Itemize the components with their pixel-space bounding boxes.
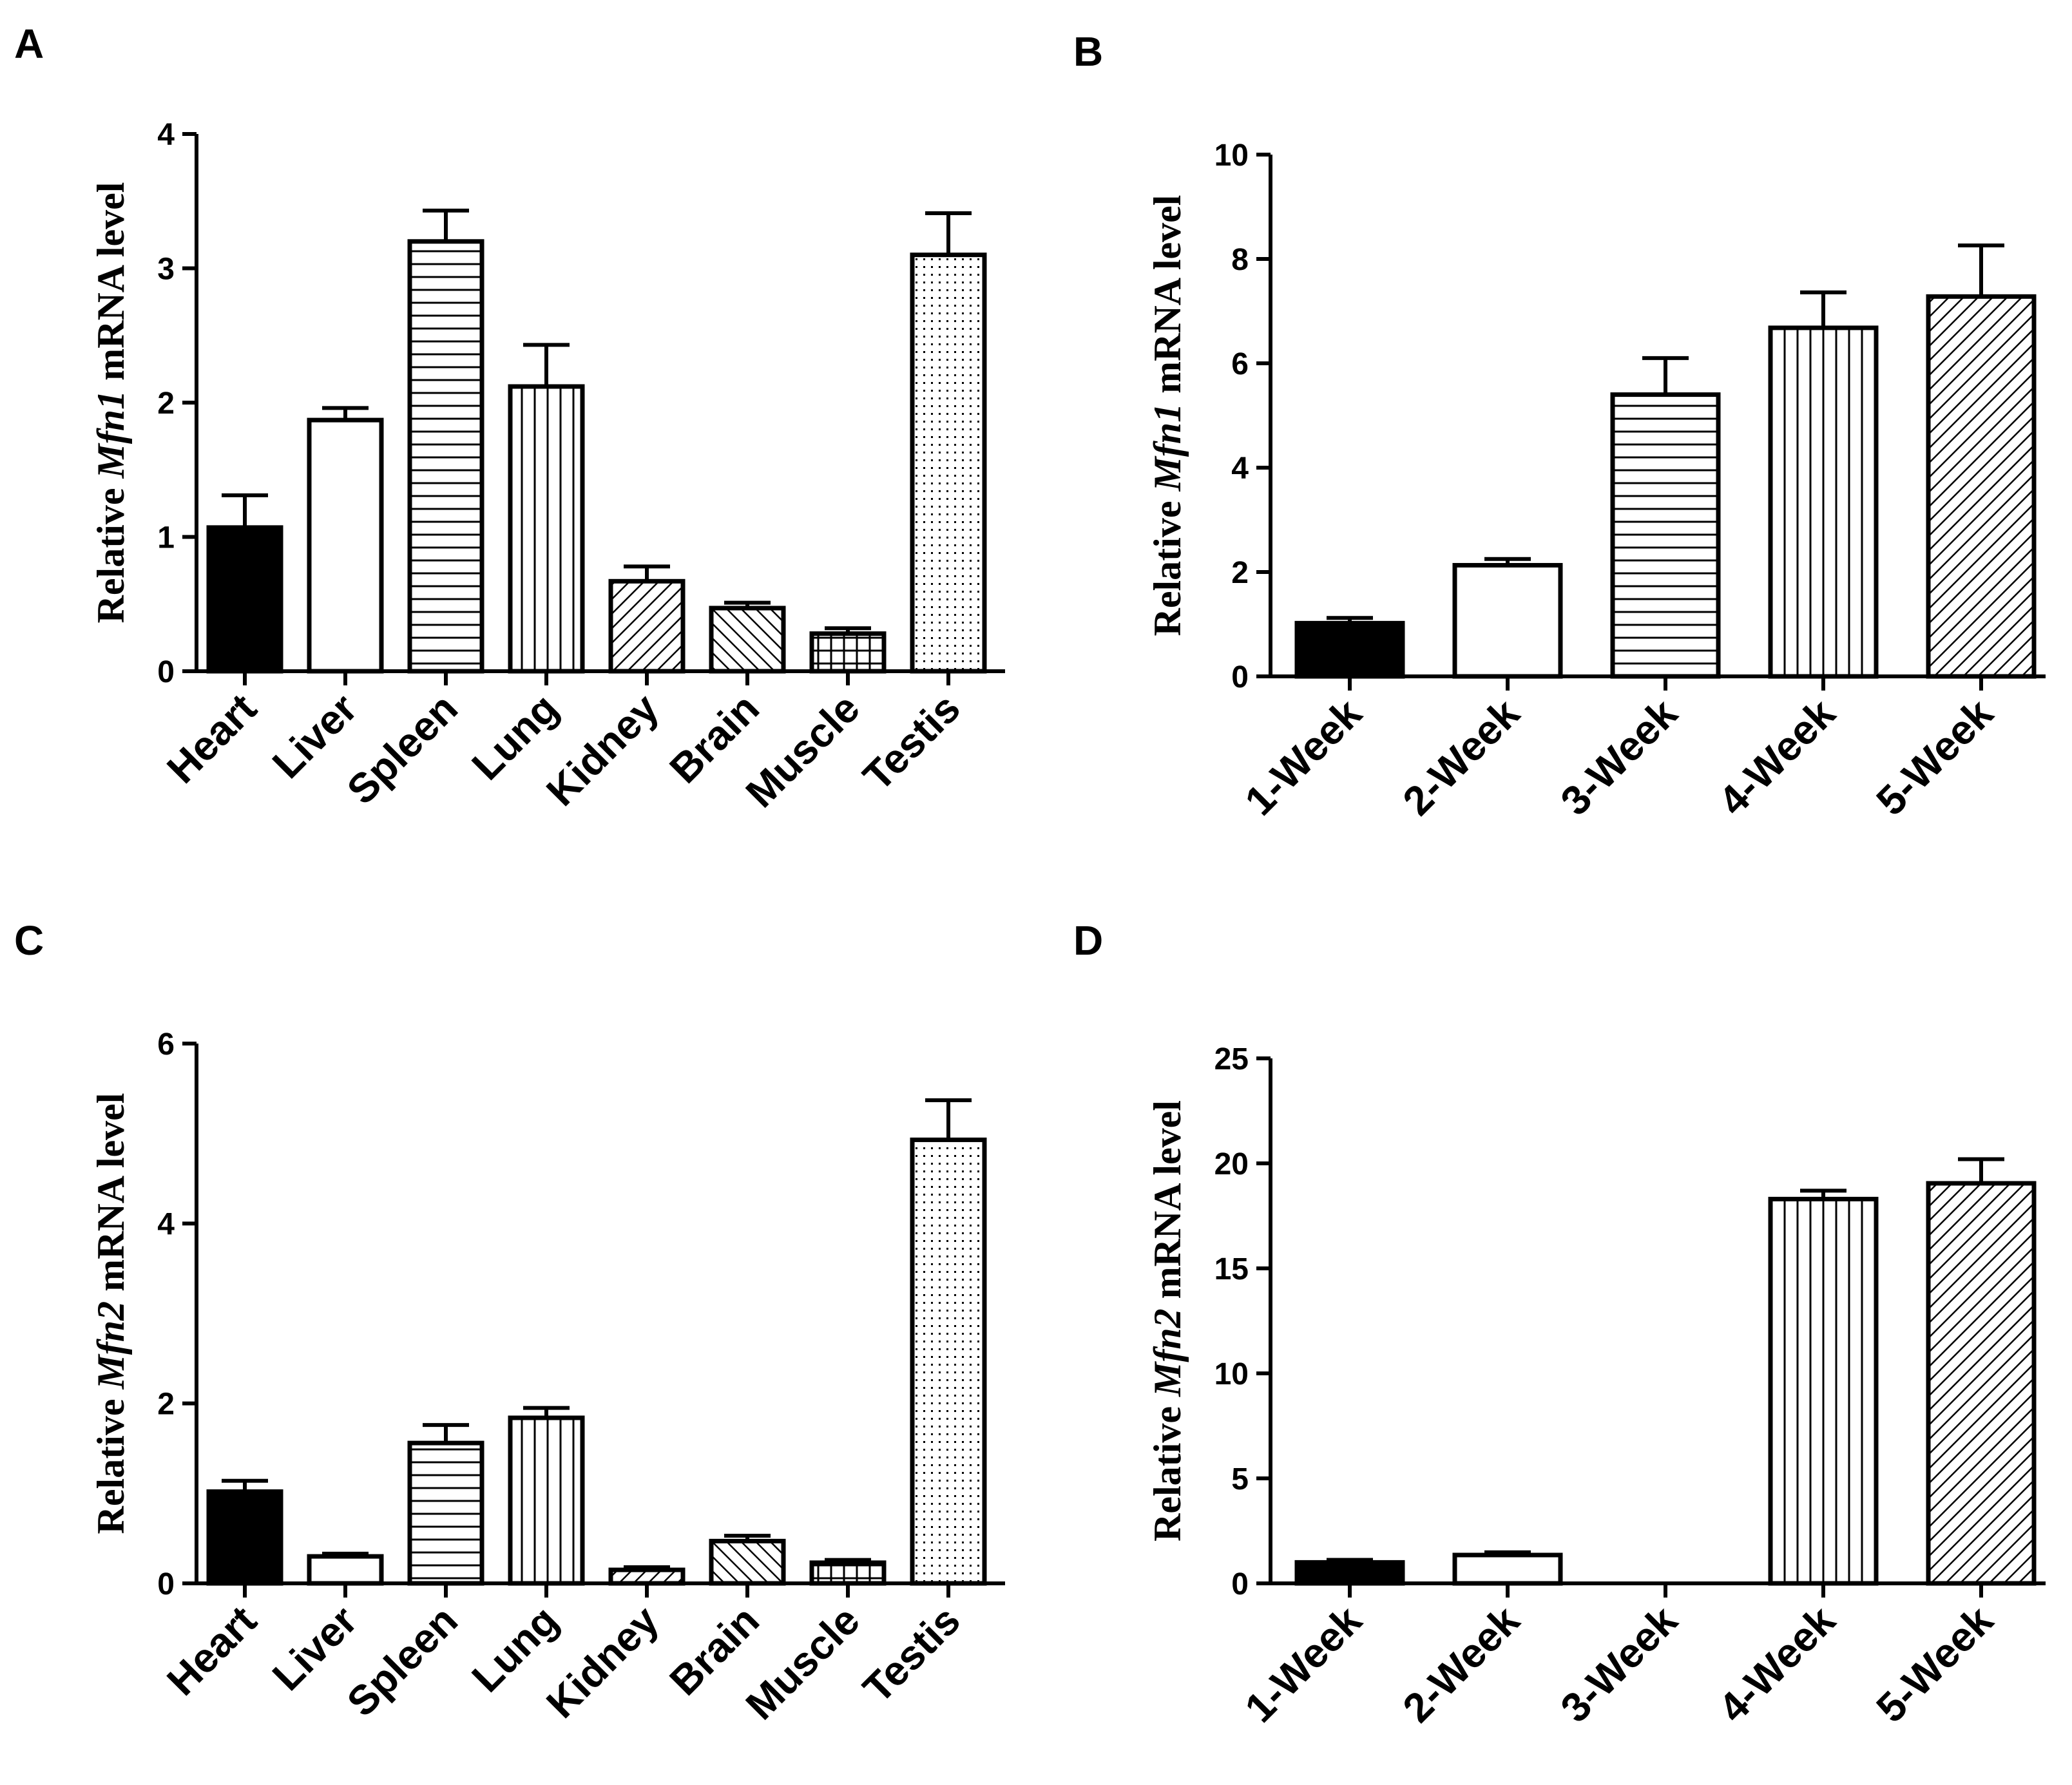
panel-letter-a: A bbox=[14, 21, 44, 67]
panel-letter-c: C bbox=[14, 917, 44, 964]
x-label-4-week: 4-Week bbox=[1709, 1597, 1844, 1732]
y-tick-label-1: 1 bbox=[157, 521, 175, 555]
x-label-spleen: Spleen bbox=[338, 685, 466, 813]
y-axis-label-gene: Mfn1 bbox=[1146, 403, 1189, 492]
bar-muscle bbox=[809, 631, 887, 674]
bar-3-week bbox=[1610, 392, 1721, 679]
plot-area-d: 0 5 10 15 20 25 1-Week 2-Week 3-Week 4-Week 5-Week… bbox=[1146, 1042, 2046, 1732]
y-axis-label: Relative Mfn1 mRNA level bbox=[90, 182, 132, 624]
y-axis-label-prefix: Relative bbox=[1146, 492, 1189, 636]
bar-liver bbox=[307, 417, 384, 674]
y-axis-label: Relative Mfn1 mRNA level bbox=[1146, 195, 1189, 636]
y-tick-label-6: 6 bbox=[1231, 347, 1249, 381]
panel-d: D 0 5 10 15 20 25 1-Week 2-Week 3-Week 4-Week 5-We… bbox=[1073, 917, 2046, 1732]
y-axis-label-gene: Mfn1 bbox=[90, 390, 132, 479]
plot-area-a: 01234HeartLiverSpleenLungKidneyBrainMusc… bbox=[90, 118, 1005, 816]
bar-brain bbox=[709, 1538, 786, 1586]
bar-lung bbox=[508, 384, 585, 674]
y-axis-label-prefix: Relative bbox=[90, 479, 132, 624]
bar-spleen bbox=[407, 239, 484, 674]
bar-1-week bbox=[1294, 620, 1405, 679]
panel-letter-b: B bbox=[1073, 28, 1103, 75]
x-label-3-week: 3-Week bbox=[1551, 1597, 1686, 1732]
x-label-heart: Heart bbox=[158, 685, 265, 792]
y-tick-label-0: 0 bbox=[157, 655, 175, 689]
y-axis-label-gene: Mfn2 bbox=[1146, 1308, 1189, 1397]
y-tick-label-15: 15 bbox=[1214, 1252, 1249, 1286]
y-axis-label-suffix: mRNA level bbox=[90, 182, 132, 390]
x-label-3-week: 3-Week bbox=[1551, 690, 1686, 825]
x-label-5-week: 5-Week bbox=[1867, 1597, 2002, 1732]
x-label-spleen: Spleen bbox=[338, 1597, 466, 1725]
y-tick-label-10: 10 bbox=[1214, 1357, 1249, 1391]
bar-kidney bbox=[608, 578, 686, 674]
bar-testis bbox=[910, 1137, 987, 1586]
bar-muscle bbox=[809, 1560, 887, 1586]
bar-lung bbox=[508, 1415, 585, 1586]
bar-5-week bbox=[1926, 1181, 2037, 1586]
y-axis-label: Relative Mfn2 mRNA level bbox=[90, 1093, 132, 1534]
bar-4-week bbox=[1768, 1196, 1879, 1586]
y-tick-label-2: 2 bbox=[157, 387, 175, 421]
x-label-heart: Heart bbox=[158, 1597, 265, 1704]
y-tick-label-4: 4 bbox=[157, 1207, 175, 1241]
y-axis-label-prefix: Relative bbox=[1146, 1397, 1189, 1542]
y-axis-label-suffix: mRNA level bbox=[1146, 1100, 1189, 1308]
x-label-muscle: Muscle bbox=[737, 685, 868, 816]
bar-2-week bbox=[1452, 1552, 1563, 1586]
y-tick-label-8: 8 bbox=[1231, 243, 1249, 277]
bar-liver bbox=[307, 1554, 384, 1586]
y-tick-label-0: 0 bbox=[1231, 1567, 1249, 1601]
y-tick-label-4: 4 bbox=[157, 118, 175, 152]
x-label-1-week: 1-Week bbox=[1236, 1597, 1370, 1732]
bar-4-week bbox=[1768, 325, 1879, 679]
y-tick-label-2: 2 bbox=[157, 1388, 175, 1422]
y-tick-label-4: 4 bbox=[1231, 452, 1249, 486]
y-axis-label-suffix: mRNA level bbox=[1146, 195, 1189, 403]
x-label-muscle: Muscle bbox=[737, 1597, 868, 1728]
y-axis-label: Relative Mfn2 mRNA level bbox=[1146, 1100, 1189, 1542]
plot-area-c: 0246HeartLiverSpleenLungKidneyBrainMuscl… bbox=[90, 1027, 1005, 1728]
x-label-1-week: 1-Week bbox=[1236, 690, 1370, 825]
panel-letter-d: D bbox=[1073, 917, 1103, 964]
x-label-5-week: 5-Week bbox=[1867, 690, 2002, 825]
bar-brain bbox=[709, 606, 786, 674]
x-label-kidney: Kidney bbox=[537, 1597, 667, 1727]
bar-heart bbox=[206, 1489, 283, 1586]
y-tick-label-0: 0 bbox=[157, 1567, 175, 1601]
x-label-testis: Testis bbox=[854, 1597, 969, 1712]
bar-5-week bbox=[1926, 294, 2037, 679]
y-axis-label-suffix: mRNA level bbox=[90, 1093, 132, 1301]
panel-a: A 01234HeartLiverSpleenLungKidneyBrainMu… bbox=[14, 21, 1005, 816]
y-tick-label-10: 10 bbox=[1214, 138, 1249, 173]
bar-heart bbox=[206, 525, 283, 674]
y-axis-label-prefix: Relative bbox=[90, 1389, 132, 1534]
bar-1-week bbox=[1294, 1560, 1405, 1586]
bar-testis bbox=[910, 253, 987, 674]
bar-spleen bbox=[407, 1440, 484, 1586]
y-axis-label-gene: Mfn2 bbox=[90, 1301, 132, 1390]
y-tick-label-3: 3 bbox=[157, 253, 175, 287]
y-tick-label-6: 6 bbox=[157, 1027, 175, 1062]
y-tick-label-20: 20 bbox=[1214, 1147, 1249, 1181]
x-label-kidney: Kidney bbox=[537, 685, 667, 815]
bar-2-week bbox=[1452, 562, 1563, 679]
panel-b: B 0 2 4 6 8 10 1-Week 2-Week 3-Week 4-Week 5-Week R… bbox=[1073, 28, 2046, 825]
x-label-4-week: 4-Week bbox=[1709, 690, 1844, 825]
y-tick-label-25: 25 bbox=[1214, 1042, 1249, 1076]
x-label-testis: Testis bbox=[854, 685, 969, 799]
panel-c: C 0246HeartLiverSpleenLungKidneyBrainMus… bbox=[14, 917, 1005, 1728]
plot-area-b: 0 2 4 6 8 10 1-Week 2-Week 3-Week 4-Week 5-Week Rel… bbox=[1146, 138, 2046, 825]
x-label-2-week: 2-Week bbox=[1394, 690, 1528, 825]
x-label-2-week: 2-Week bbox=[1394, 1597, 1528, 1732]
bar-kidney bbox=[608, 1567, 686, 1586]
y-tick-label-5: 5 bbox=[1231, 1462, 1249, 1496]
y-tick-label-0: 0 bbox=[1231, 660, 1249, 694]
y-tick-label-2: 2 bbox=[1231, 556, 1249, 590]
